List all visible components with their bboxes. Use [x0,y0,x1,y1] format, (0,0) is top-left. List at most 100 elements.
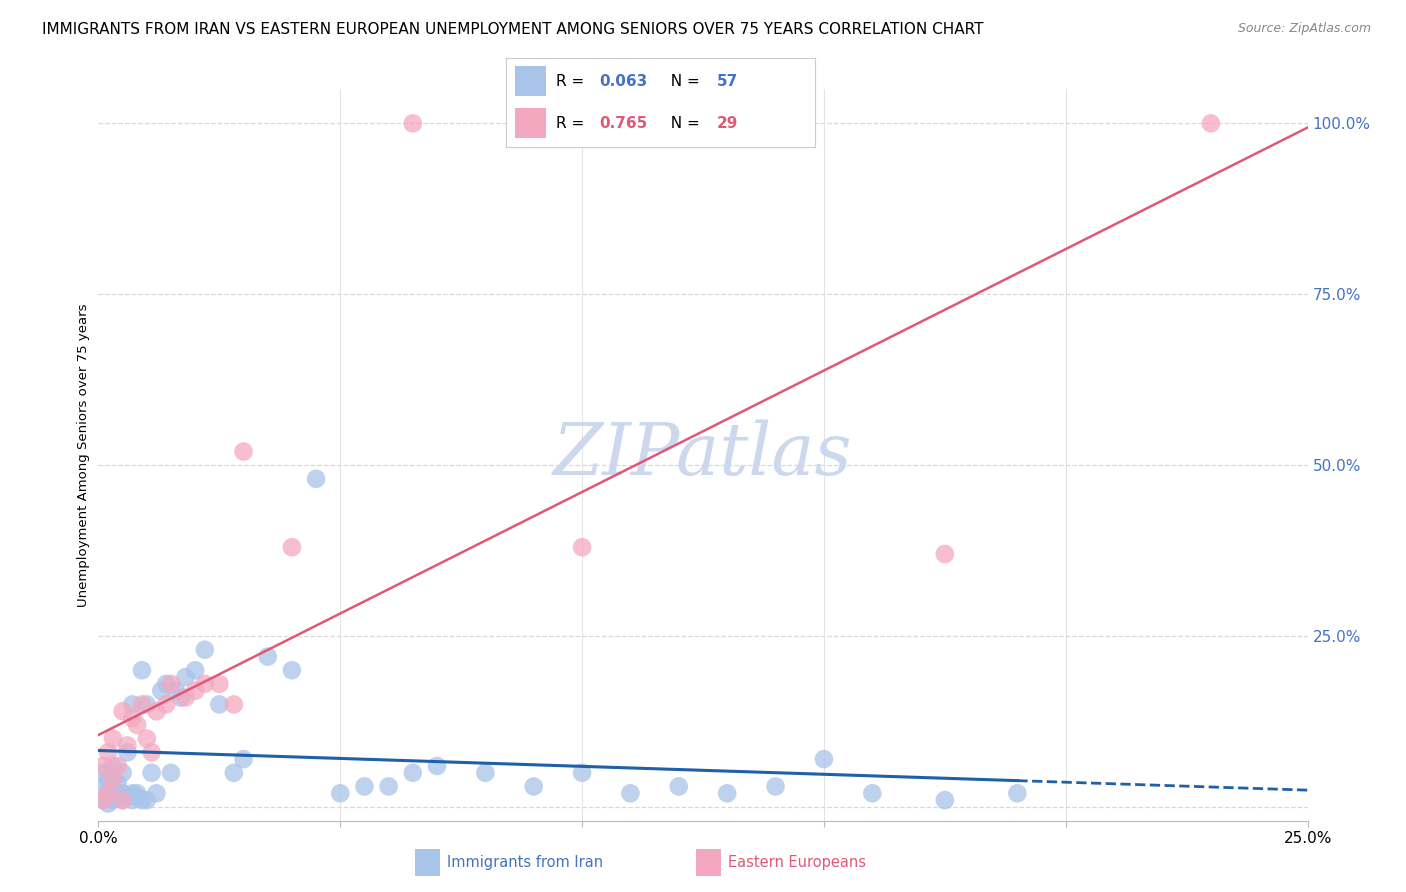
Point [934,547,956,561]
Point [101,793,124,807]
Bar [516,108,547,138]
Point [141,745,163,759]
Point [111,704,134,718]
Point [107,776,129,790]
Point [256,649,278,664]
Point [174,670,197,684]
Point [91,793,114,807]
Point [91,793,114,807]
Point [91,765,114,780]
Point [145,704,167,718]
Point [101,759,124,773]
Point [208,677,231,691]
Point [160,765,183,780]
Text: 0.765: 0.765 [599,116,647,130]
Point [101,783,124,797]
Point [111,793,134,807]
Point [150,683,173,698]
Text: Immigrants from Iran: Immigrants from Iran [447,855,603,870]
Point [184,683,207,698]
Text: N =: N = [661,74,704,88]
Point [155,698,177,712]
Point [281,540,304,554]
Point [619,786,641,800]
Point [135,793,157,807]
Point [222,765,245,780]
Point [474,765,496,780]
Point [121,786,143,800]
Point [97,745,120,759]
Point [127,789,149,804]
Point [1007,786,1029,800]
Y-axis label: Unemployment Among Seniors over 75 years: Unemployment Among Seniors over 75 years [77,303,90,607]
Point [402,116,425,130]
Point [107,789,129,804]
Point [208,698,231,712]
Point [813,752,835,766]
Point [377,780,399,794]
Point [131,793,153,807]
Point [329,786,352,800]
Text: 29: 29 [717,116,738,130]
Point [523,780,546,794]
Point [97,797,120,811]
Point [194,642,217,657]
Text: ZIPatlas: ZIPatlas [553,419,853,491]
Text: 57: 57 [717,74,738,88]
Point [127,786,149,800]
Point [232,444,254,458]
Point [765,780,787,794]
Point [155,677,177,691]
Point [97,786,120,800]
Text: IMMIGRANTS FROM IRAN VS EASTERN EUROPEAN UNEMPLOYMENT AMONG SENIORS OVER 75 YEAR: IMMIGRANTS FROM IRAN VS EASTERN EUROPEAN… [42,22,984,37]
Point [860,786,883,800]
Point [111,786,134,800]
Point [222,698,245,712]
Point [107,759,129,773]
Text: R =: R = [555,74,589,88]
Point [135,731,157,746]
Point [426,759,449,773]
Point [232,752,254,766]
Text: 0.063: 0.063 [599,74,647,88]
Point [1199,116,1222,130]
Point [145,786,167,800]
Point [141,765,163,780]
Point [160,677,183,691]
Point [169,690,191,705]
Point [402,765,425,780]
Point [121,711,143,725]
Point [194,677,217,691]
Point [668,780,690,794]
Point [97,786,120,800]
Point [121,698,143,712]
Text: Eastern Europeans: Eastern Europeans [728,855,866,870]
Point [353,780,375,794]
Point [281,663,304,677]
Point [121,793,143,807]
Point [305,472,328,486]
Point [97,772,120,787]
Bar [516,66,547,96]
Point [934,793,956,807]
Point [101,731,124,746]
Point [716,786,738,800]
Point [165,683,187,698]
Point [131,698,153,712]
Point [111,765,134,780]
Point [117,739,139,753]
Point [174,690,197,705]
Point [117,789,139,804]
Point [184,663,207,677]
Point [117,745,139,759]
Point [91,759,114,773]
Point [131,663,153,677]
Point [127,718,149,732]
Point [111,793,134,807]
Point [101,772,124,787]
Text: R =: R = [555,116,589,130]
Point [135,698,157,712]
Text: N =: N = [661,116,704,130]
Point [91,780,114,794]
Text: Source: ZipAtlas.com: Source: ZipAtlas.com [1237,22,1371,36]
